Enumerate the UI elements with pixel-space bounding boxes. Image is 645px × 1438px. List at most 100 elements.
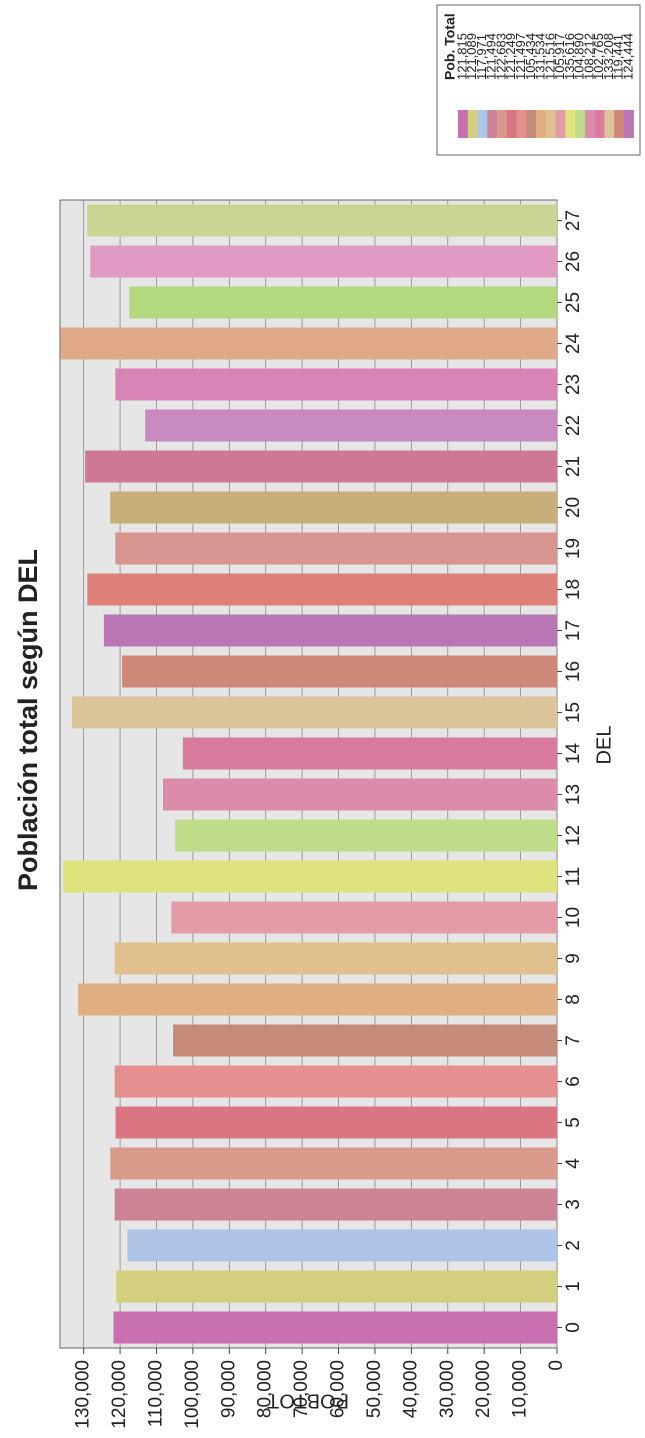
legend-swatch xyxy=(584,110,595,138)
legend-label: 135,616 xyxy=(562,33,577,80)
y-tick-label: 50,000 xyxy=(364,1360,385,1418)
x-tick-label: 1 xyxy=(563,1281,584,1292)
bar xyxy=(85,450,557,483)
y-tick-label: 10,000 xyxy=(510,1360,531,1418)
x-tick-label: 12 xyxy=(563,825,584,846)
bar xyxy=(90,245,557,278)
legend-swatch xyxy=(575,110,586,138)
x-tick-label: 26 xyxy=(563,251,584,272)
x-tick-label: 18 xyxy=(563,579,584,600)
x-tick-label: 25 xyxy=(563,292,584,313)
bar xyxy=(114,1065,557,1098)
legend-swatch xyxy=(536,110,547,138)
bar xyxy=(113,1311,557,1344)
x-tick-label: 24 xyxy=(563,333,584,355)
x-tick-label: 0 xyxy=(563,1322,584,1333)
x-tick-label: 13 xyxy=(563,784,584,805)
x-tick-label: 4 xyxy=(563,1158,584,1169)
legend-swatch xyxy=(458,110,468,138)
bar xyxy=(127,1229,557,1262)
x-tick-label: 15 xyxy=(563,702,584,723)
rotated-chart: Población total según DEL DEL POBTOT Pob… xyxy=(13,4,641,1429)
legend-label: 121,497 xyxy=(513,33,528,80)
legend-swatch xyxy=(487,110,498,138)
legend-title: Pob. Total xyxy=(442,13,458,80)
bar xyxy=(110,491,557,524)
x-tick-label: 6 xyxy=(563,1076,584,1087)
y-tick-label: 70,000 xyxy=(291,1360,312,1418)
legend-swatch xyxy=(604,110,615,138)
x-tick-label: 11 xyxy=(563,867,584,887)
x-tick-label: 27 xyxy=(563,210,584,231)
legend-label: 121,516 xyxy=(542,33,557,80)
y-tick-label: 30,000 xyxy=(437,1360,458,1418)
bar xyxy=(116,1270,557,1303)
legend-swatch xyxy=(594,110,605,138)
y-tick-label: 20,000 xyxy=(473,1360,494,1418)
y-tick-label: 40,000 xyxy=(400,1360,421,1418)
y-axis-label: POBTOT xyxy=(267,1390,349,1412)
x-tick-label: 7 xyxy=(563,1035,584,1046)
legend-label: 121,815 xyxy=(454,33,469,80)
bar xyxy=(182,737,558,770)
chart-title: Población total según DEL xyxy=(13,549,43,891)
legend-swatch xyxy=(516,110,527,138)
y-tick-label: 120,000 xyxy=(109,1360,130,1429)
bar xyxy=(171,901,557,934)
bar xyxy=(87,204,558,237)
legend-label: 105,917 xyxy=(552,33,567,80)
y-tick-label: 60,000 xyxy=(328,1360,349,1418)
x-tick-label: 23 xyxy=(563,374,584,395)
legend-swatch xyxy=(614,110,625,138)
legend-swatch xyxy=(565,110,576,138)
bar xyxy=(114,942,557,975)
x-tick-label: 20 xyxy=(563,497,584,518)
legend-label: 117,971 xyxy=(474,34,489,80)
legend-label: 119,441 xyxy=(611,34,626,80)
legend-label: 104,890 xyxy=(572,33,587,80)
x-tick-label: 2 xyxy=(563,1240,584,1251)
y-tick-label: 80,000 xyxy=(255,1360,276,1418)
legend-label: 122,683 xyxy=(493,33,508,80)
legend-label: 105,434 xyxy=(523,33,538,80)
legend-label: 108,212 xyxy=(581,33,596,80)
legend-label: 124,444 xyxy=(620,33,635,80)
bar xyxy=(60,327,557,360)
x-tick-label: 3 xyxy=(563,1199,584,1210)
legend-label: 121,249 xyxy=(503,33,518,80)
bar xyxy=(175,819,557,852)
bar xyxy=(87,573,558,606)
bar xyxy=(122,655,558,688)
y-tick-label: 130,000 xyxy=(73,1360,94,1429)
x-tick-label: 17 xyxy=(563,620,584,641)
bar xyxy=(103,614,557,647)
x-tick-label: 16 xyxy=(563,661,584,682)
legend-label: 131,534 xyxy=(533,33,548,80)
bar xyxy=(114,1188,557,1221)
x-tick-label: 22 xyxy=(563,415,584,436)
y-tick-label: 0 xyxy=(546,1360,567,1371)
legend-label: 121,089 xyxy=(464,33,479,80)
y-tick-label: 100,000 xyxy=(182,1360,203,1429)
x-tick-label: 21 xyxy=(563,456,584,477)
bar xyxy=(162,778,557,811)
legend-swatch xyxy=(477,110,488,138)
legend-swatch xyxy=(506,110,517,138)
bar xyxy=(173,1024,558,1057)
legend-swatch xyxy=(555,110,566,138)
bar xyxy=(78,983,558,1016)
bar xyxy=(110,1147,558,1180)
legend-label: 121,494 xyxy=(484,33,499,80)
legend-swatch xyxy=(467,110,478,138)
legend-swatch xyxy=(545,110,556,138)
bar xyxy=(115,368,557,401)
x-tick-label: 9 xyxy=(563,953,584,964)
x-tick-label: 10 xyxy=(563,907,584,928)
bar xyxy=(145,409,557,442)
legend-label: 102,765 xyxy=(591,33,606,80)
y-tick-label: 90,000 xyxy=(218,1360,239,1418)
x-tick-label: 5 xyxy=(563,1117,584,1128)
x-tick-label: 14 xyxy=(563,743,584,765)
